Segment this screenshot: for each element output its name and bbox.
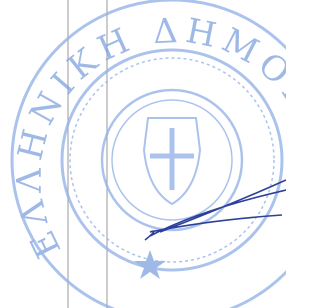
stamp: ΕΛΛΗΝΙΚΗ ΔΗΜΟΚΡΑΤΙΑ <box>0 0 286 308</box>
cross <box>150 128 194 190</box>
page: ΕΛΛΗΝΙΚΗ ΔΗΜΟΚΡΑΤΙΑ (() => { const data … <box>0 0 286 308</box>
stamp-scan: ΕΛΛΗΝΙΚΗ ΔΗΜΟΚΡΑΤΙΑ <box>0 0 286 308</box>
